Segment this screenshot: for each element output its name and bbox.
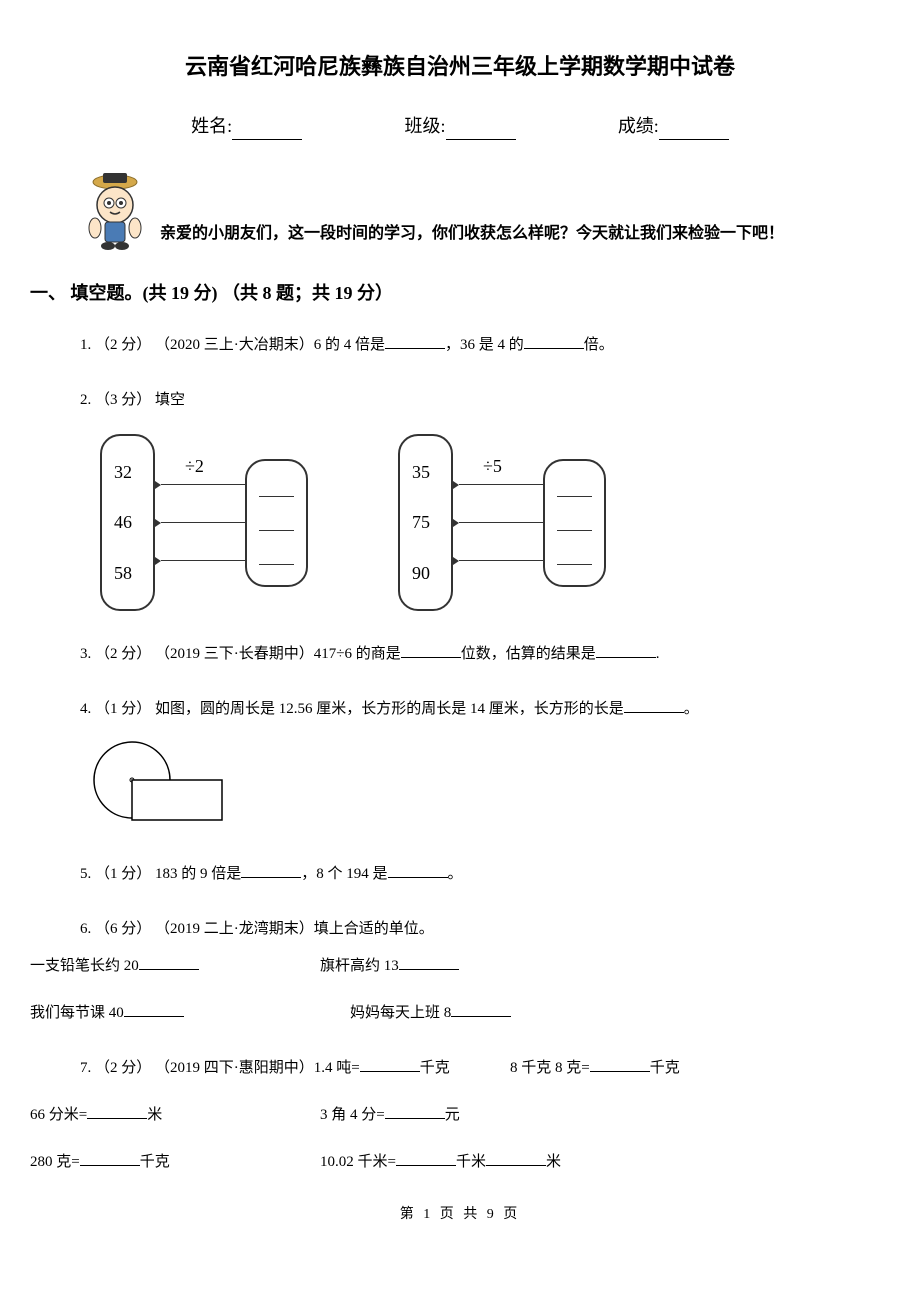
- q1-blank-2[interactable]: [524, 333, 584, 349]
- q2-right-input-box: 35 75 90: [398, 434, 453, 611]
- q7-r1b-pre: 8 千克 8 克=: [510, 1060, 590, 1076]
- q6-r2a: 我们每节课 40: [30, 1005, 124, 1021]
- q2-left-group: 32 46 58 ÷2: [100, 434, 308, 611]
- q7-blank-4[interactable]: [385, 1103, 445, 1119]
- q7-blank-1[interactable]: [360, 1056, 420, 1072]
- question-6: 6. （6 分） （2019 二上·龙湾期末）填上合适的单位。 一支铅笔长约 2…: [80, 916, 840, 1027]
- q2-l-out-1[interactable]: [259, 515, 294, 531]
- q6-blank-1[interactable]: [139, 954, 199, 970]
- q2-left-op: ÷2: [185, 450, 204, 482]
- q4-figure: [90, 738, 250, 833]
- q1-text-a: 1. （2 分） （2020 三上·大冶期末）6 的 4 倍是: [80, 337, 385, 353]
- question-4: 4. （1 分） 如图，圆的周长是 12.56 厘米，长方形的周长是 14 厘米…: [80, 696, 840, 833]
- q7-r2b-pre: 3 角 4 分=: [320, 1107, 385, 1123]
- name-field: 姓名:: [191, 113, 302, 140]
- q7-r2b-suf: 元: [445, 1107, 460, 1123]
- section-1-header: 一、 填空题。(共 19 分) （共 8 题；共 19 分）: [30, 280, 840, 307]
- q7-r2a-suf: 米: [147, 1107, 162, 1123]
- q2-r-out-2[interactable]: [557, 549, 592, 565]
- question-5: 5. （1 分） 183 的 9 倍是 ，8 个 194 是 。: [80, 861, 840, 888]
- q2-left-arrows: ÷2: [155, 475, 245, 571]
- q2-l-in-0: 32: [114, 456, 141, 488]
- q6-r1a: 一支铅笔长约 20: [30, 958, 139, 974]
- mascot-icon: [80, 170, 150, 250]
- q2-l-out-0[interactable]: [259, 481, 294, 497]
- q5-text-b: ，8 个 194 是: [301, 866, 387, 882]
- q6-blank-3[interactable]: [124, 1001, 184, 1017]
- q2-r-out-0[interactable]: [557, 481, 592, 497]
- question-1: 1. （2 分） （2020 三上·大冶期末）6 的 4 倍是 ，36 是 4 的…: [80, 332, 840, 359]
- score-label: 成绩:: [618, 116, 659, 136]
- name-blank[interactable]: [232, 122, 302, 140]
- q3-text-b: 位数，估算的结果是: [461, 646, 596, 662]
- score-field: 成绩:: [618, 113, 729, 140]
- q7-r3a-suf: 千克: [140, 1154, 170, 1170]
- q2-label: 2. （3 分） 填空: [80, 387, 840, 414]
- q2-l-in-2: 58: [114, 557, 141, 589]
- q2-r-in-2: 90: [412, 557, 439, 589]
- question-2: 2. （3 分） 填空 32 46 58 ÷2 35 75: [80, 387, 840, 611]
- q2-right-arrows: ÷5: [453, 475, 543, 571]
- q7-blank-3[interactable]: [87, 1103, 147, 1119]
- q7-r3b-pre: 10.02 千米=: [320, 1154, 396, 1170]
- question-3: 3. （2 分） （2019 三下·长春期中）417÷6 的商是 位数，估算的结果…: [80, 641, 840, 668]
- q7-r3b-mid: 千米: [456, 1154, 486, 1170]
- q3-text-c: .: [656, 646, 660, 662]
- page-footer: 第 1 页 共 9 页: [80, 1204, 840, 1225]
- q2-r-in-1: 75: [412, 506, 439, 538]
- q6-label: 6. （6 分） （2019 二上·龙湾期末）填上合适的单位。: [80, 916, 840, 943]
- q1-text-c: 倍。: [584, 337, 614, 353]
- name-label: 姓名:: [191, 116, 232, 136]
- q2-right-output-box: [543, 459, 606, 587]
- q7-r3b-suf: 米: [546, 1154, 561, 1170]
- q2-right-group: 35 75 90 ÷5: [398, 434, 606, 611]
- greeting-row: 亲爱的小朋友们，这一段时间的学习，你们收获怎么样呢？今天就让我们来检验一下吧！: [80, 170, 840, 250]
- q6-r2b: 妈妈每天上班 8: [350, 1005, 451, 1021]
- class-blank[interactable]: [446, 122, 516, 140]
- q7-r1b-suf: 千克: [650, 1060, 680, 1076]
- q7-r1a-suf: 千克: [420, 1060, 450, 1076]
- q4-blank[interactable]: [624, 697, 684, 713]
- q2-left-output-box: [245, 459, 308, 587]
- q7-blank-6[interactable]: [396, 1150, 456, 1166]
- q6-blank-4[interactable]: [451, 1001, 511, 1017]
- q3-text-a: 3. （2 分） （2019 三下·长春期中）417÷6 的商是: [80, 646, 401, 662]
- q3-blank-1[interactable]: [401, 642, 461, 658]
- q2-r-in-0: 35: [412, 456, 439, 488]
- q3-blank-2[interactable]: [596, 642, 656, 658]
- q4-suffix: 。: [684, 701, 699, 717]
- page-title: 云南省红河哈尼族彝族自治州三年级上学期数学期中试卷: [80, 50, 840, 83]
- question-7: 7. （2 分） （2019 四下·惠阳期中）1.4 吨= 千克 8 千克 8 克…: [80, 1055, 840, 1176]
- class-field: 班级:: [404, 113, 515, 140]
- greeting-text: 亲爱的小朋友们，这一段时间的学习，你们收获怎么样呢？今天就让我们来检验一下吧！: [160, 222, 840, 250]
- q5-text-a: 5. （1 分） 183 的 9 倍是: [80, 866, 241, 882]
- student-info-row: 姓名: 班级: 成绩:: [80, 113, 840, 140]
- q5-text-c: 。: [448, 866, 463, 882]
- q7-blank-2[interactable]: [590, 1056, 650, 1072]
- q2-right-op: ÷5: [483, 450, 502, 482]
- q4-text: 4. （1 分） 如图，圆的周长是 12.56 厘米，长方形的周长是 14 厘米…: [80, 701, 624, 717]
- class-label: 班级:: [404, 116, 445, 136]
- q7-blank-7[interactable]: [486, 1150, 546, 1166]
- q1-blank-1[interactable]: [385, 333, 445, 349]
- q2-l-in-1: 46: [114, 506, 141, 538]
- q2-diagram: 32 46 58 ÷2 35 75 90 ÷5: [100, 434, 840, 611]
- q5-blank-2[interactable]: [388, 862, 448, 878]
- q7-r3a-pre: 280 克=: [30, 1154, 80, 1170]
- q5-blank-1[interactable]: [241, 862, 301, 878]
- q6-blank-2[interactable]: [399, 954, 459, 970]
- q7-r2a-pre: 66 分米=: [30, 1107, 87, 1123]
- score-blank[interactable]: [659, 122, 729, 140]
- q2-l-out-2[interactable]: [259, 549, 294, 565]
- q2-r-out-1[interactable]: [557, 515, 592, 531]
- q1-text-b: ，36 是 4 的: [445, 337, 524, 353]
- q2-left-input-box: 32 46 58: [100, 434, 155, 611]
- q6-r1b: 旗杆高约 13: [320, 958, 399, 974]
- q7-blank-5[interactable]: [80, 1150, 140, 1166]
- q7-r1a-pre: 7. （2 分） （2019 四下·惠阳期中）1.4 吨=: [80, 1060, 360, 1076]
